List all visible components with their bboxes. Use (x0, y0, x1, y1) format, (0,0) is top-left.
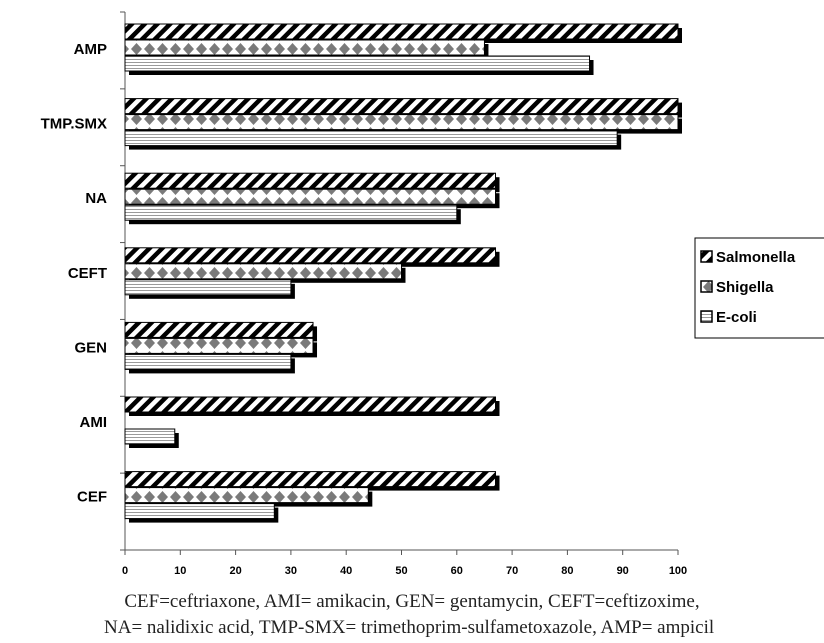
bar-e-coli (124, 353, 292, 370)
x-tick-labels: 0 10 20 30 40 50 60 70 80 90 100 (122, 565, 687, 577)
bar-e-coli (124, 204, 458, 221)
legend-swatch-shigella (700, 280, 713, 293)
category-label: CEF (77, 489, 107, 506)
legend: Salmonella Shigella E-coli (694, 237, 824, 339)
bar-salmonella (124, 396, 497, 413)
caption-line-1: CEF=ceftriaxone, AMI= amikacin, GEN= gen… (124, 591, 700, 612)
bar-shigella (124, 263, 402, 280)
bar-chart: AMP TMP.SMX NA CEFT GEN AMI CEF 0 10 20 30 40 50 60 7… (41, 11, 824, 577)
bar-e-coli (124, 279, 292, 296)
category-label: TMP.SMX (41, 116, 107, 133)
x-tick-label: 80 (561, 565, 573, 577)
x-tick-label: 90 (617, 565, 629, 577)
bar-salmonella (124, 471, 497, 488)
chart-bars (124, 23, 682, 523)
legend-swatch-e-coli (700, 310, 713, 323)
legend-label: Salmonella (716, 249, 796, 266)
x-tick-label: 10 (174, 565, 186, 577)
bar-shigella (124, 188, 497, 205)
x-tick-label: 60 (451, 565, 463, 577)
x-tick-label: 100 (669, 565, 687, 577)
x-tick-label: 30 (285, 565, 297, 577)
legend-label: E-coli (716, 309, 757, 326)
bar-salmonella (124, 247, 497, 264)
category-label: NA (85, 190, 107, 207)
bar-salmonella (124, 172, 497, 189)
x-tick-label: 40 (340, 565, 352, 577)
x-tick-label: 20 (229, 565, 241, 577)
bar-e-coli (124, 130, 618, 147)
bar-shigella (124, 337, 314, 354)
category-label: CEFT (68, 265, 107, 282)
category-label: GEN (74, 339, 107, 356)
legend-label: Shigella (716, 279, 774, 296)
bar-e-coli (124, 503, 275, 520)
category-labels: AMP TMP.SMX NA CEFT GEN AMI CEF (41, 41, 108, 506)
x-tick-label: 70 (506, 565, 518, 577)
caption-line-2: NA= nalidixic acid, TMP-SMX= trimethopri… (104, 617, 715, 638)
bar-e-coli (124, 428, 176, 445)
category-label: AMI (80, 414, 108, 431)
x-tick-label: 50 (395, 565, 407, 577)
category-label: AMP (74, 41, 107, 58)
bar-shigella (124, 39, 485, 56)
bar-salmonella (124, 23, 679, 40)
bar-salmonella (124, 321, 314, 338)
bar-shigella (124, 487, 369, 504)
bar-salmonella (124, 98, 679, 115)
legend-box (694, 237, 824, 339)
bar-shigella (124, 114, 679, 131)
legend-swatch-salmonella (700, 250, 713, 263)
bar-e-coli (124, 55, 591, 72)
x-tick-label: 0 (122, 565, 128, 577)
